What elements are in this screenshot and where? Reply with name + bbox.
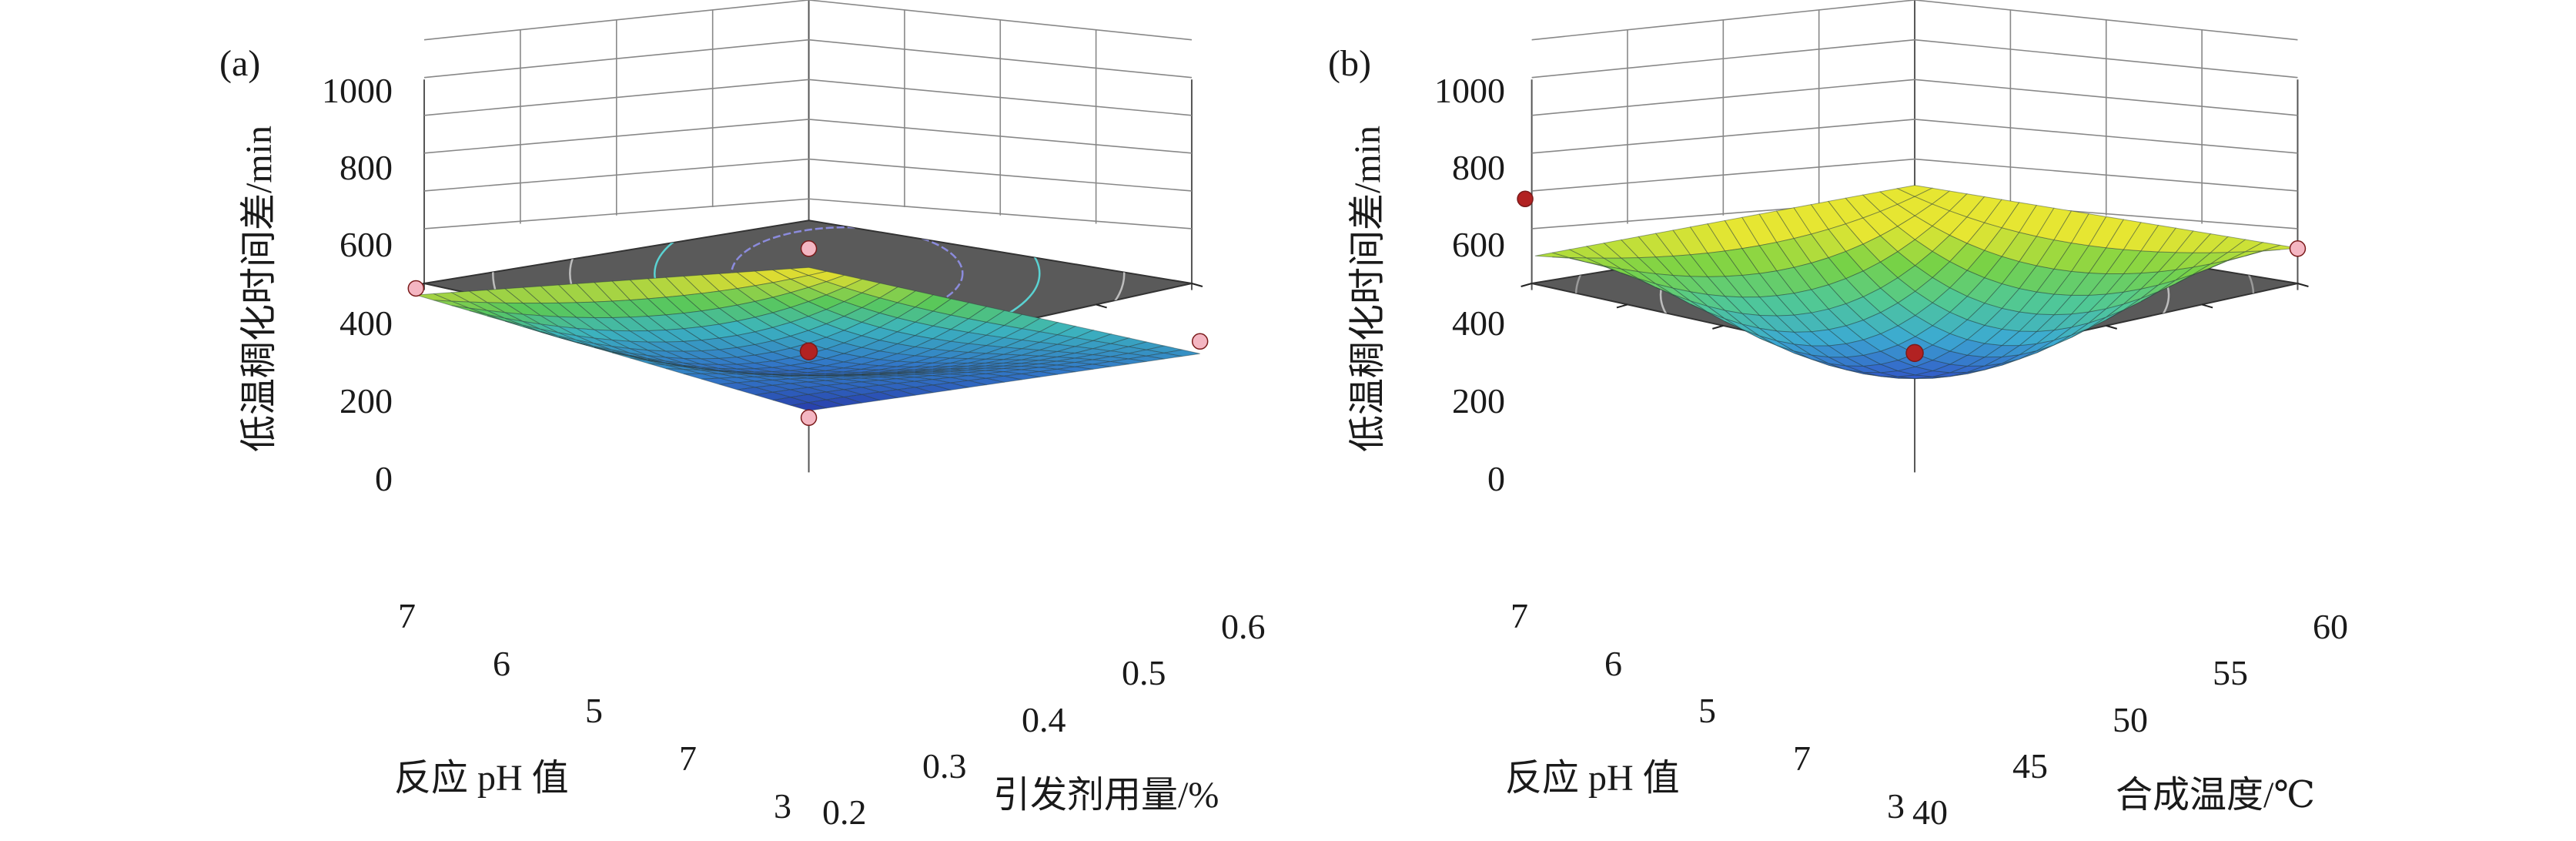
panel-b-ph-tick: 6 xyxy=(1604,644,1622,683)
panel-a-x-tick: 0.4 xyxy=(1022,700,1066,739)
panel-a-design-point xyxy=(801,241,817,256)
panel-b-x-tick-mark xyxy=(2202,304,2213,307)
panel-b-z-ticks: 1000 800 600 400 200 0 xyxy=(1434,71,1505,498)
panel-b-ph-tick: 7 xyxy=(1510,596,1528,635)
panel-b-x-tick: 55 xyxy=(2213,653,2248,692)
panel-a-x-tick: 0.6 xyxy=(1221,607,1266,646)
panel-b-x-tick: 45 xyxy=(2012,746,2048,786)
panel-a-ph-tick: 3 xyxy=(774,786,791,826)
panel-a-design-point xyxy=(801,410,817,425)
panel-a-z-ticks: 1000 800 600 400 200 0 xyxy=(322,71,393,498)
panel-b-design-point xyxy=(2290,241,2305,256)
panel-b-z-tick: 800 xyxy=(1452,148,1505,187)
panel-a: (a) 1000 800 600 400 200 0 低温稠化时间差/min 7… xyxy=(219,0,1278,832)
panel-a-x-tick: 0.2 xyxy=(822,792,867,832)
panel-a-z-tick: 600 xyxy=(340,225,393,264)
panel-b-z-tick: 1000 xyxy=(1434,71,1505,110)
panel-b-ph-tick-mark xyxy=(1712,326,1723,329)
panel-a-z-tick: 200 xyxy=(340,381,393,420)
panel-b-x-tick: 60 xyxy=(2313,607,2348,646)
panel-a-z-tick: 1000 xyxy=(322,71,393,110)
panel-a-design-point xyxy=(408,280,423,296)
panel-b-x-axis-title: 合成温度/℃ xyxy=(2116,775,2315,816)
panel-b-x-tick-mark xyxy=(2297,283,2308,286)
panel-a-ph-tick: 7 xyxy=(679,739,697,778)
panel-b-ph-tick: 5 xyxy=(1698,691,1716,730)
panel-a-x-tick: 0.3 xyxy=(922,746,967,786)
panel-a-x-tick: 0.5 xyxy=(1122,653,1166,692)
panel-b-z-tick: 400 xyxy=(1452,303,1505,343)
panel-a-z-axis-title: 低温稠化时间差/min xyxy=(239,126,279,452)
panel-b-z-axis-title: 低温稠化时间差/min xyxy=(1347,126,1388,452)
panel-b-z-tick: 600 xyxy=(1452,225,1505,264)
panel-a-center-point xyxy=(801,343,818,360)
panel-b-x-tick: 50 xyxy=(2113,700,2148,739)
panel-b-ph-tick-mark xyxy=(1617,304,1628,307)
panel-a-x-tick-mark xyxy=(1096,304,1107,307)
panel-b-x-tick-mark xyxy=(2106,326,2117,329)
panel-b-design-point xyxy=(1517,191,1533,206)
panel-b-ph-axis-title: 反应 pH 值 xyxy=(1505,758,1680,799)
panel-a-design-point xyxy=(1193,333,1208,349)
panel-a-x-tick-mark xyxy=(1192,283,1203,286)
panel-b-x-tick: 40 xyxy=(1912,792,1948,832)
panel-b-label: (b) xyxy=(1328,43,1371,84)
panel-a-z-tick: 800 xyxy=(340,148,393,187)
panel-b: (b) 1000 800 600 400 200 0 低温稠化时间差/min 7… xyxy=(1328,0,2348,832)
panel-a-z-tick: 400 xyxy=(340,303,393,343)
panel-a-ph-tick: 5 xyxy=(585,691,603,730)
panel-b-ph-tick: 3 xyxy=(1887,786,1905,826)
panel-b-ph-tick: 7 xyxy=(1793,739,1811,778)
panel-a-label: (a) xyxy=(219,43,260,84)
panel-a-z-tick: 0 xyxy=(375,459,393,498)
panel-b-ph-tick-mark xyxy=(1521,283,1532,286)
panel-a-ph-axis-title: 反应 pH 值 xyxy=(394,758,569,799)
panel-a-ph-tick: 7 xyxy=(398,596,416,635)
panel-a-x-axis-title: 引发剂用量/% xyxy=(993,775,1219,816)
panel-a-ph-tick: 6 xyxy=(493,644,510,683)
panel-b-z-tick: 0 xyxy=(1487,459,1505,498)
panel-b-z-tick: 200 xyxy=(1452,381,1505,420)
panel-b-center-point xyxy=(1906,344,1923,361)
